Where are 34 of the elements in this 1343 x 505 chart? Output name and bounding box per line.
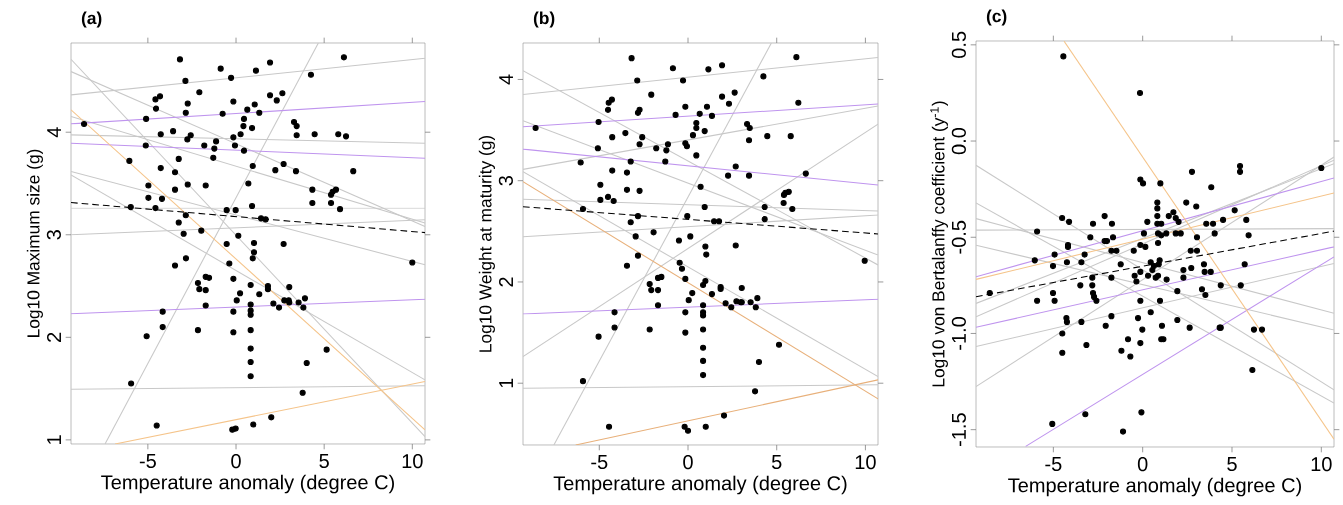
y-tick-label: -1.5: [952, 413, 966, 447]
y-tick-label: 0.0: [951, 127, 966, 155]
chart-title: (a): [81, 11, 102, 28]
x-tick-label: 10: [855, 455, 876, 470]
y-tick-label: 0.5: [951, 31, 966, 58]
x-tick-label: 5: [1227, 457, 1237, 471]
x-tick-label: -5: [1045, 457, 1062, 471]
y-axis-title: Log10 von Bertalanffy coefficient (y$^{-1}$): [930, 101, 948, 387]
y-tick-label: 4: [499, 74, 513, 85]
y-tick-label: -0.5: [951, 220, 966, 254]
y-tick-label: -1.0: [951, 317, 966, 350]
x-tick-label: -5: [139, 454, 156, 468]
x-axis-title: Temperature anomaly (degree C): [1008, 477, 1301, 497]
chart-title: (c): [986, 9, 1007, 26]
x-axis-title: Temperature anomaly (degree C): [553, 475, 847, 495]
x-tick-label: -5: [591, 455, 608, 469]
y-axis-title: Log10 Weight at maturity (g): [478, 135, 495, 352]
x-tick-label: 0: [1137, 457, 1148, 472]
y-tick-label: 1: [499, 378, 513, 388]
y-axis-title: Log10 Maximum size (g): [26, 149, 43, 337]
y-tick-label: 2: [498, 277, 513, 287]
y-tick-label: 3: [498, 176, 513, 186]
y-tick-label: 2: [47, 332, 61, 342]
y-tick-label: 1: [47, 435, 61, 444]
x-tick-label: 5: [319, 454, 329, 468]
x-tick-label: 10: [1311, 457, 1332, 472]
chart-title: (b): [533, 11, 555, 28]
x-tick-label: 0: [231, 454, 241, 469]
y-tick-label: 4: [47, 127, 61, 138]
x-tick-label: 5: [771, 455, 782, 469]
x-tick-label: 10: [402, 454, 423, 469]
x-axis-title: Temperature anomaly (degree C): [101, 474, 394, 494]
y-tick-label: 3: [46, 230, 61, 240]
x-tick-label: 0: [683, 455, 693, 470]
